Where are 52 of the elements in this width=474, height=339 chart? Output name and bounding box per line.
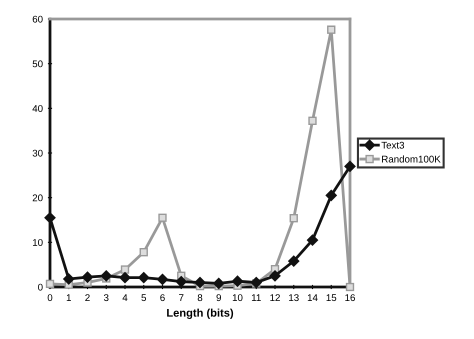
point: [140, 248, 148, 256]
point: [138, 272, 150, 284]
x-tick-label: 4: [122, 294, 128, 301]
y-tick-label: 40: [32, 105, 43, 112]
point: [346, 282, 354, 292]
point: [326, 190, 337, 202]
point: [100, 270, 112, 282]
x-tick-label: 9: [216, 294, 221, 302]
point: [269, 270, 281, 282]
x-tick-label: 8: [198, 294, 202, 302]
x-tick-label: 2: [85, 294, 90, 301]
x-tick-label: 14: [308, 294, 318, 301]
point: [158, 214, 167, 222]
point: [176, 276, 187, 288]
x-tick-label: 15: [326, 294, 336, 302]
point: [327, 26, 336, 34]
point: [46, 280, 54, 288]
point: [232, 276, 244, 287]
point: [120, 265, 130, 274]
y-tick-label: 60: [32, 16, 43, 23]
point: [119, 272, 131, 284]
x-tick-label: 0: [48, 294, 52, 302]
y-tick-label: 50: [32, 60, 43, 68]
point: [63, 273, 74, 285]
point: [290, 214, 298, 222]
x-tick-label: 12: [270, 294, 280, 301]
point: [156, 274, 168, 286]
point: [288, 255, 300, 267]
x-tick-label: 10: [232, 294, 243, 302]
point: [44, 212, 56, 224]
point: [213, 278, 224, 290]
x-tick-label: 7: [179, 294, 184, 301]
x-tick-label: 1: [66, 294, 71, 301]
x-tick-label: 11: [252, 294, 261, 301]
legend-label: Random100K: [382, 155, 441, 163]
x-tick-label: 5: [141, 294, 146, 302]
point: [194, 276, 206, 288]
point: [306, 234, 318, 246]
x-tick-label: 13: [289, 294, 299, 302]
y-tick-label: 10: [32, 239, 43, 246]
point: [250, 276, 262, 288]
x-axis-title: Length (bits): [167, 308, 234, 319]
point: [308, 116, 317, 126]
x-tick-label: 6: [160, 294, 165, 302]
y-tick-label: 0: [38, 284, 43, 291]
y-tick-label: 20: [32, 194, 43, 202]
point: [82, 272, 94, 283]
point: [344, 160, 356, 172]
x-tick-label: 3: [104, 294, 109, 302]
legend-label: Text3: [381, 142, 404, 149]
x-tick-label: 16: [345, 294, 355, 302]
y-tick-label: 30: [32, 150, 43, 157]
